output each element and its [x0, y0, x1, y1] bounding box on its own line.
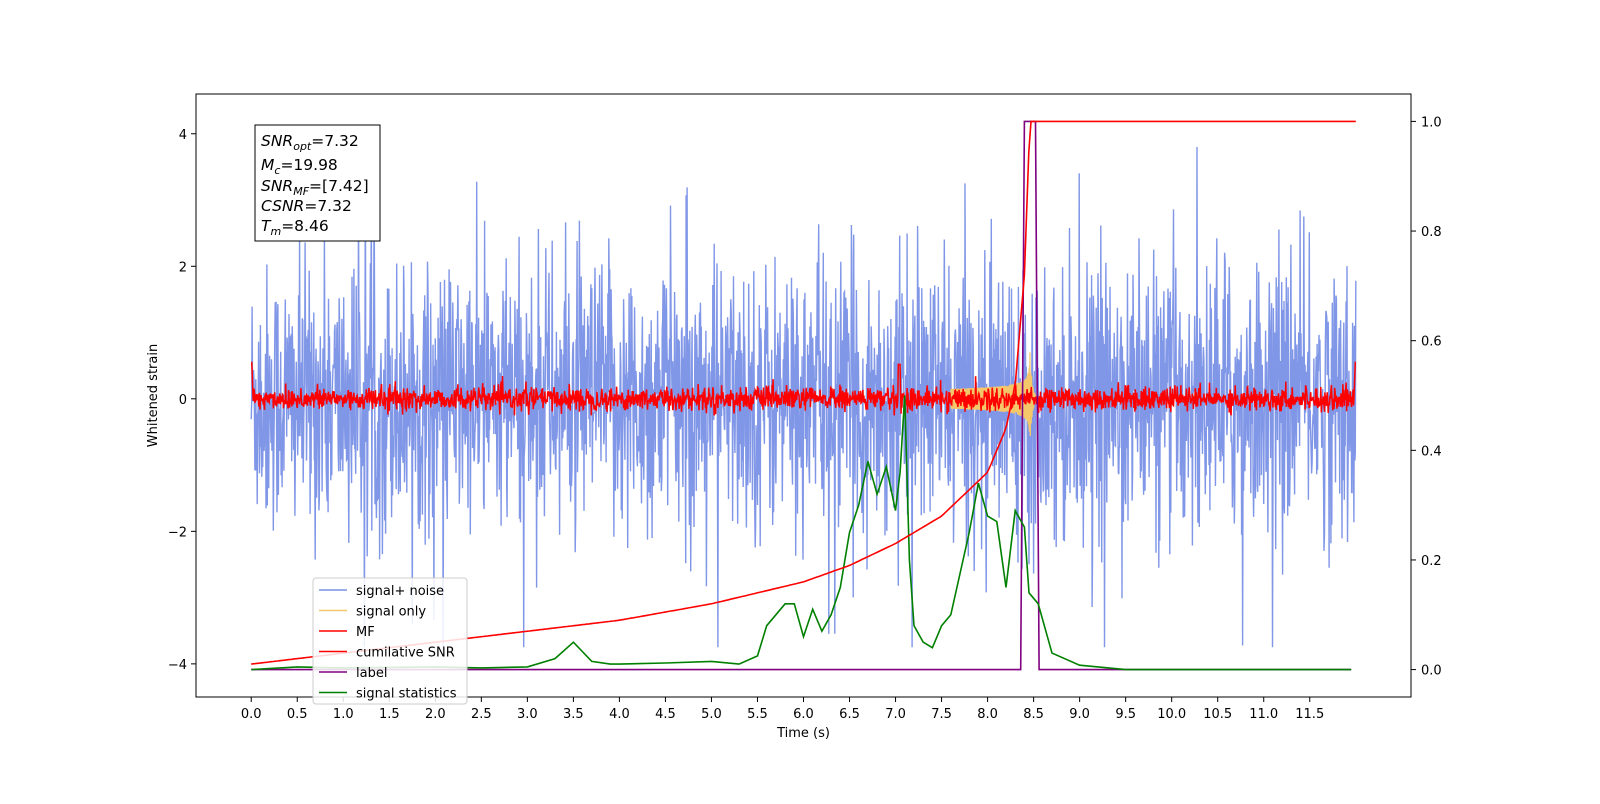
y-tick-label: −4: [168, 658, 187, 673]
series-mf-line: [250, 361, 1357, 416]
x-tick-label: 4.5: [655, 707, 676, 722]
info-snr-opt: SNRopt=7.32: [261, 132, 359, 153]
y2-tick-label: 0.2: [1421, 554, 1442, 569]
x-tick-label: 8.0: [977, 707, 998, 722]
legend-label: signal only: [356, 605, 426, 620]
x-tick-label: 1.5: [379, 707, 400, 722]
x-tick-label: 10.5: [1203, 707, 1232, 722]
legend-label: MF: [356, 625, 375, 640]
x-tick-label: 6.0: [793, 707, 814, 722]
y-axis-label: Whitened strain: [146, 344, 161, 447]
legend-label: label: [356, 666, 387, 681]
x-tick-label: 1.0: [333, 707, 354, 722]
info-box: SNRopt=7.32 Mc=19.98 SNRMF=[7.42] CSNR=7…: [254, 124, 381, 242]
series-signal-noise-line: [250, 146, 1357, 648]
legend-items: signal+ noise signal only MF cumilative SNR…: [319, 584, 457, 702]
legend-label: cumilative SNR: [356, 646, 455, 661]
info-csnr: CSNR=7.32: [261, 197, 352, 215]
series-label-line: [251, 120, 1352, 671]
legend-label: signal+ noise: [356, 584, 444, 599]
info-tm-value: =8.46: [281, 217, 329, 235]
x-tick-label: 8.5: [1023, 707, 1044, 722]
info-csnr-value: =7.32: [304, 197, 352, 215]
legend: signal+ noise signal only MF cumilative SNR…: [312, 577, 468, 705]
plot-layer: [250, 120, 1357, 671]
x-tick-label: 2.0: [425, 707, 446, 722]
info-box-frame: [254, 124, 381, 242]
x-tick-label: 0.0: [241, 707, 262, 722]
info-tm: Tm=8.46: [261, 217, 329, 238]
tick-layer: 0.0 0.5 1.0 1.5 2.0 2.5 3.0 3.5 4.0 4.5 5.0 5.5 6.0 6…: [168, 115, 1442, 722]
legend-label: signal statistics: [356, 687, 457, 702]
x-tick-label: 9.5: [1115, 707, 1136, 722]
x-tick-label: 9.0: [1069, 707, 1090, 722]
y2-tick-label: 1.0: [1421, 115, 1442, 130]
info-snr-mf-value: =[7.42]: [309, 177, 369, 195]
info-snr-opt-value: =7.32: [311, 132, 359, 150]
y2-tick-label: 0.4: [1421, 444, 1442, 459]
x-tick-label: 4.0: [609, 707, 630, 722]
x-tick-label: 2.5: [471, 707, 492, 722]
x-tick-label: 7.5: [931, 707, 952, 722]
info-mc: Mc=19.98: [261, 156, 338, 177]
x-tick-label: 3.5: [563, 707, 584, 722]
y2-tick-label: 0.8: [1421, 225, 1442, 240]
x-tick-label: 0.5: [287, 707, 308, 722]
series-group: [250, 120, 1357, 671]
x-tick-label: 5.5: [747, 707, 768, 722]
y2-tick-label: 0.0: [1421, 664, 1442, 679]
x-tick-label: 11.5: [1295, 707, 1324, 722]
x-tick-label: 10.0: [1157, 707, 1186, 722]
info-snr-mf: SNRMF=[7.42]: [261, 177, 369, 198]
x-tick-label: 11.0: [1249, 707, 1278, 722]
y-tick-label: 2: [179, 260, 187, 275]
x-axis-label: Time (s): [776, 726, 830, 741]
x-tick-label: 6.5: [839, 707, 860, 722]
x-tick-label: 5.0: [701, 707, 722, 722]
y-tick-label: 4: [179, 128, 187, 143]
info-mc-value: =19.98: [280, 156, 337, 174]
x-tick-label: 7.0: [885, 707, 906, 722]
y2-tick-label: 0.6: [1421, 335, 1442, 350]
y-tick-label: −2: [168, 525, 187, 540]
legend-frame: [312, 577, 468, 705]
y-tick-label: 0: [179, 393, 187, 408]
series-signal-statistics-line: [251, 395, 1352, 671]
x-tick-label: 3.0: [517, 707, 538, 722]
